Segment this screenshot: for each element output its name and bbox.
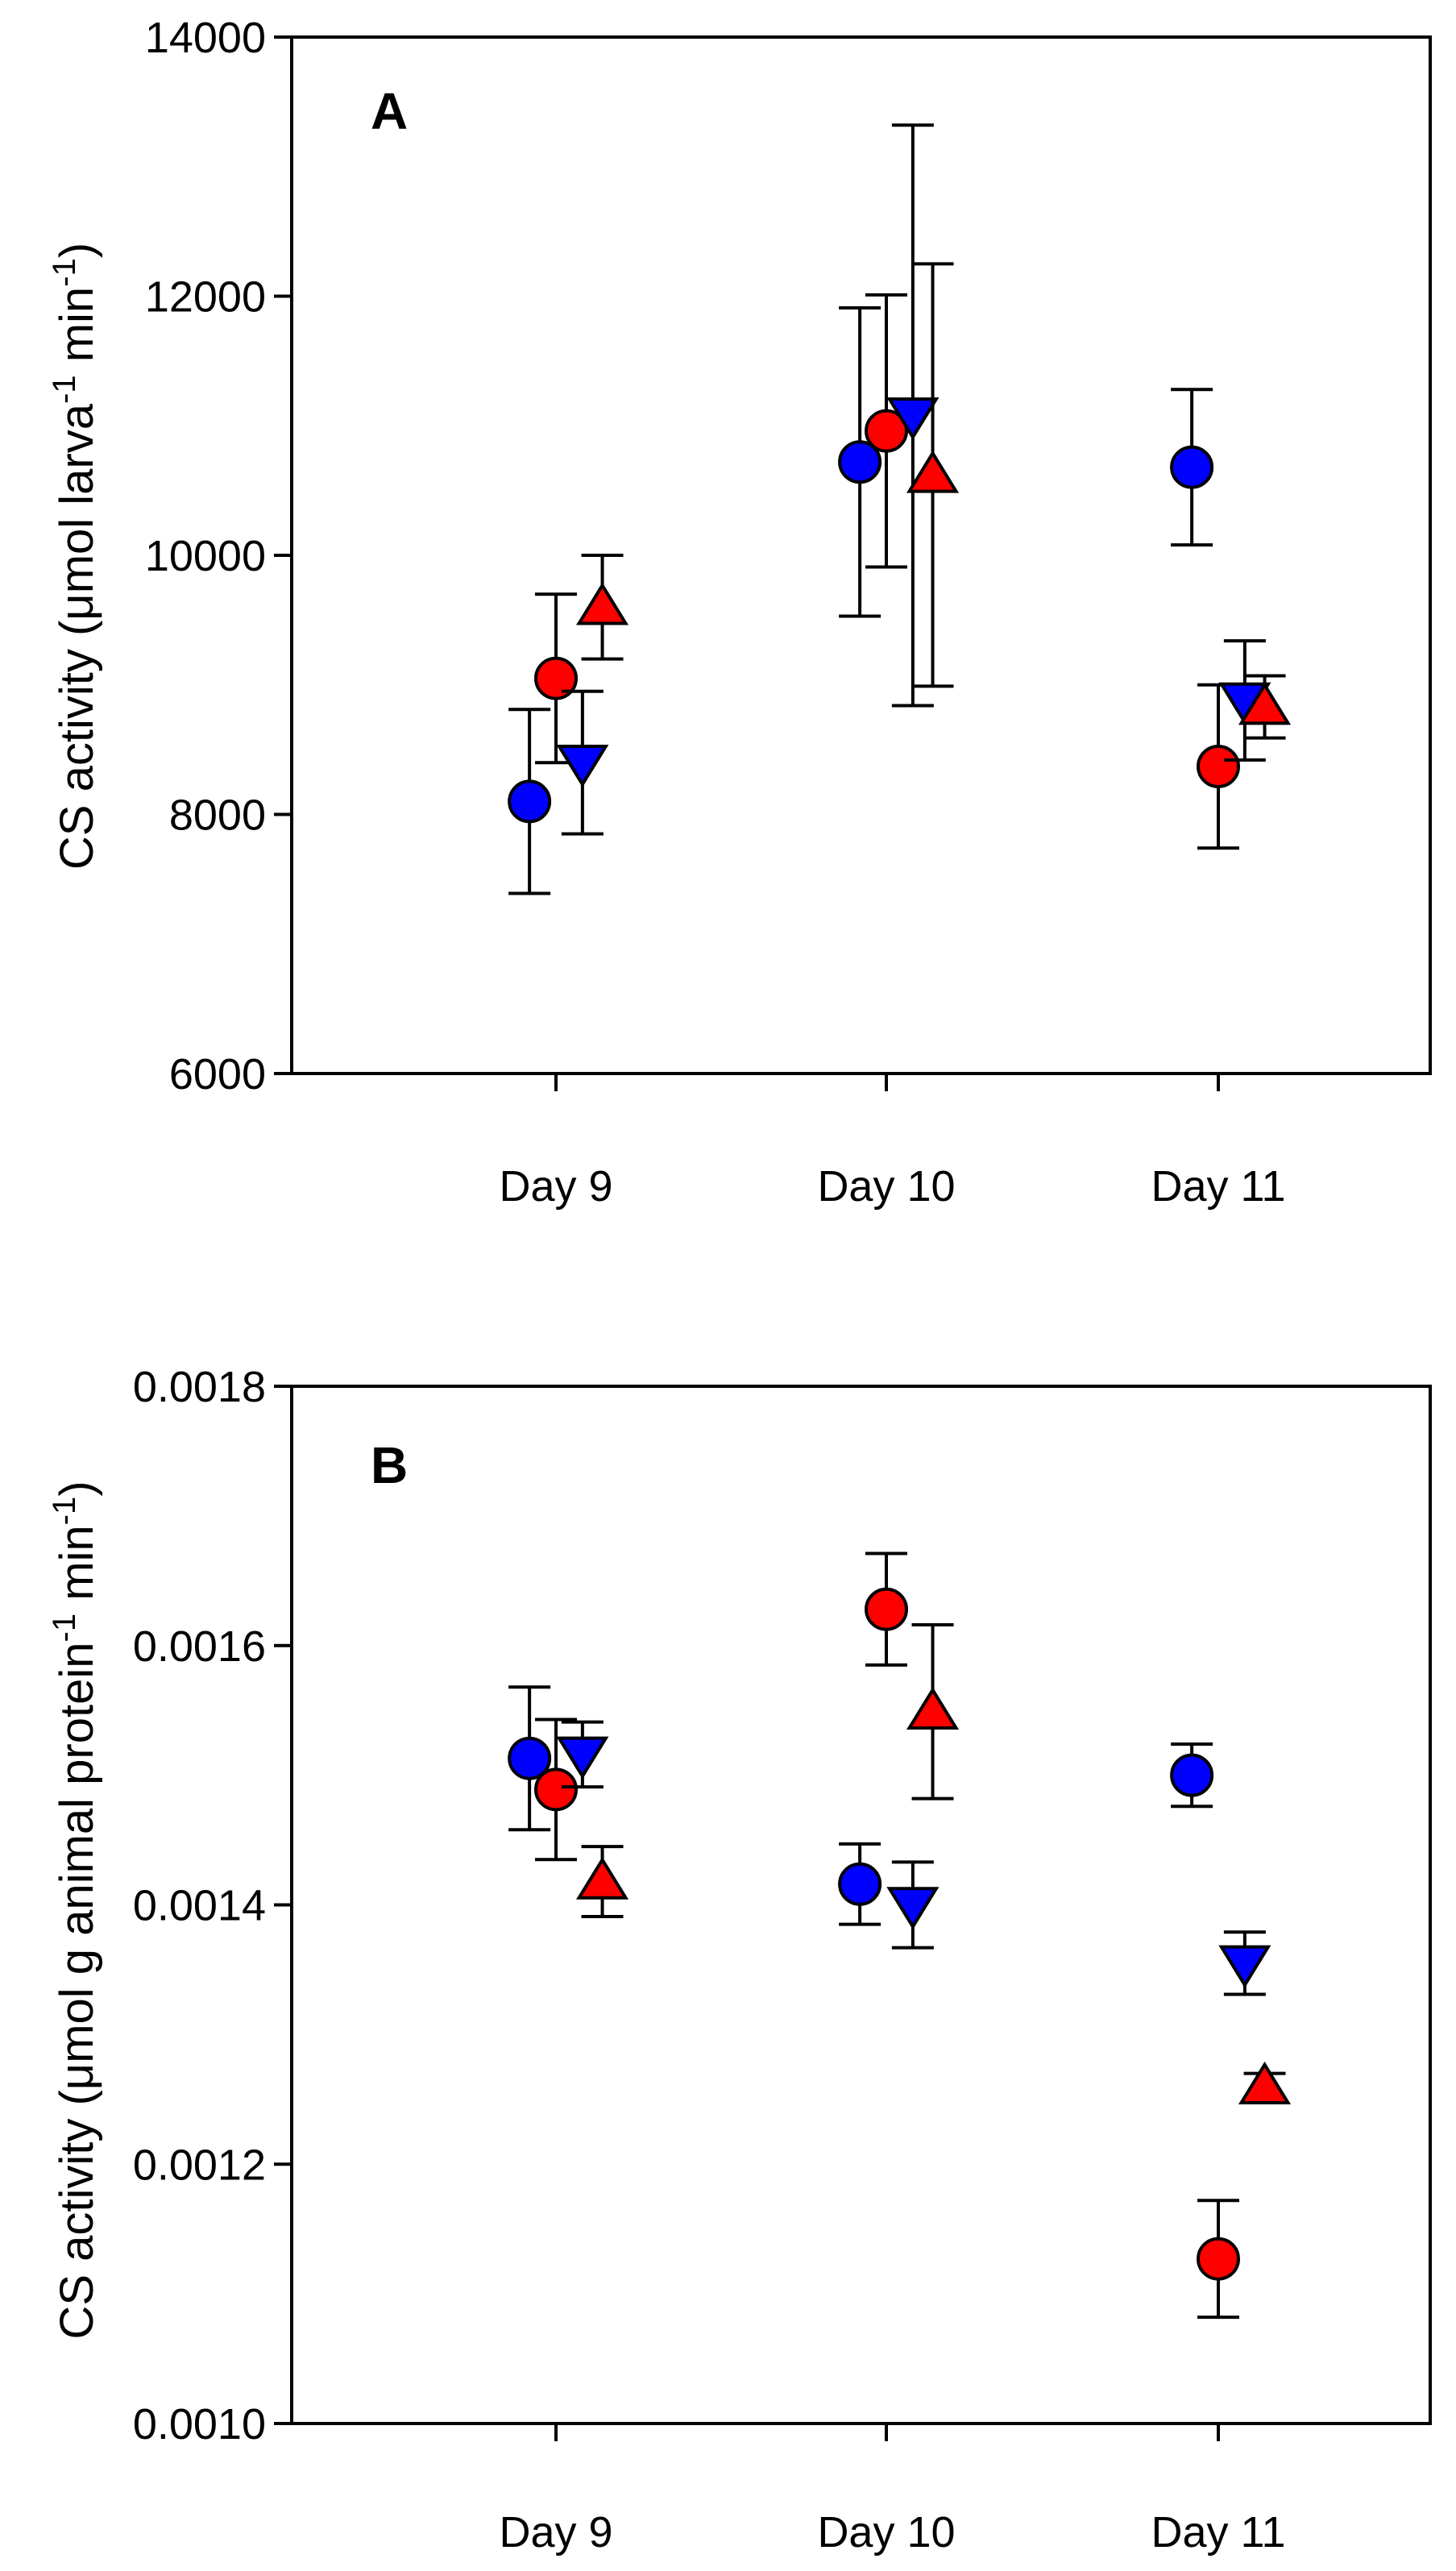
y-axis-label-part: ) — [51, 1481, 103, 1496]
y-axis-label-part: ) — [51, 243, 103, 258]
y-tick-label: 6000 — [169, 1050, 266, 1099]
y-axis-label: CS activity (μmol larva-1 min-1) — [47, 243, 103, 870]
y-axis-label-part: CS activity ( — [51, 2090, 103, 2339]
y-axis-label-part: mol g animal protein — [51, 1643, 103, 2063]
data-point-triangle-up — [906, 1686, 960, 1730]
series-1-circle — [534, 1551, 1240, 2320]
data-point-triangle-up — [575, 582, 629, 625]
series-0-circle — [508, 305, 1214, 895]
panel-letter: B — [371, 1436, 408, 1494]
data-point-triangle-down — [886, 1887, 940, 1930]
series-2-triangle-down — [556, 1720, 1271, 1996]
data-point-circle — [534, 1767, 578, 1812]
data-point-triangle-down — [556, 1736, 609, 1780]
series-3-triangle-up — [575, 262, 1292, 740]
data-point-triangle-up — [906, 450, 960, 493]
y-tick-label: 0.0018 — [133, 1363, 266, 1411]
data-point-triangle-up — [1238, 682, 1292, 725]
y-axis-label-part: μ — [51, 2063, 103, 2090]
chart-panel-a: 6000 8000 10000 12000 14000 Day 9 Day 10 Day 11… — [47, 14, 1432, 1211]
y-tick-label: 8000 — [169, 791, 266, 840]
panel-letter: A — [371, 82, 408, 140]
data-point-triangle-up — [575, 1856, 629, 1900]
x-tick-label: Day 11 — [1151, 2508, 1285, 2556]
data-point-circle — [865, 1587, 908, 1631]
series-0-circle — [508, 1685, 1214, 1926]
data-point-circle — [534, 656, 578, 700]
x-tick-label: Day 10 — [817, 1162, 955, 1211]
data-point-triangle-down — [1218, 1945, 1271, 1988]
data-point-circle — [1197, 2237, 1240, 2281]
data-point-triangle-down — [556, 744, 609, 788]
data-point-circle — [838, 440, 882, 484]
y-axis-label: CS activity (μmol g animal protein-1 min… — [47, 1481, 103, 2339]
y-tick-label: 14000 — [145, 14, 266, 62]
y-tick-label: 0.0012 — [133, 2141, 266, 2189]
x-tick-label: Day 9 — [499, 1162, 612, 1211]
y-axis-label-superscript: -1 — [47, 375, 82, 404]
series-1-circle — [534, 293, 1240, 850]
y-axis-label-part: CS activity ( — [51, 621, 103, 870]
chart-panel-b: 0.0010 0.0012 0.0014 0.0016 0.0018 Day 9 Day 1… — [47, 1363, 1432, 2556]
data-point-circle — [865, 409, 908, 453]
x-tick-label: Day 9 — [499, 2508, 612, 2556]
data-point-circle — [508, 779, 552, 824]
y-tick-label: 12000 — [145, 273, 266, 322]
y-tick-label: 0.0010 — [133, 2400, 266, 2448]
data-point-circle — [1197, 745, 1240, 789]
data-point-triangle-up — [1238, 2061, 1292, 2104]
y-axis-label-superscript: -1 — [47, 1614, 82, 1643]
y-axis-label-part: min — [51, 287, 103, 376]
y-axis-label-part: min — [51, 1525, 103, 1614]
data-point-circle — [508, 1736, 552, 1780]
y-axis-label-part: μ — [51, 593, 103, 620]
y-axis-label-superscript: -1 — [47, 1497, 82, 1526]
series-2-triangle-down — [556, 123, 1271, 836]
series-3-triangle-up — [575, 1623, 1292, 2104]
x-tick-label: Day 10 — [817, 2508, 955, 2556]
y-axis-label-superscript: -1 — [47, 258, 82, 287]
y-tick-label: 0.0014 — [133, 1882, 266, 1930]
data-point-circle — [1170, 445, 1214, 489]
y-axis-label-part: mol larva — [51, 403, 103, 593]
data-point-circle — [838, 1862, 882, 1906]
y-tick-label: 10000 — [145, 532, 266, 580]
data-point-triangle-down — [886, 397, 940, 441]
x-tick-label: Day 11 — [1151, 1162, 1285, 1211]
y-tick-label: 0.0016 — [133, 1622, 266, 1671]
data-point-circle — [1170, 1753, 1214, 1797]
